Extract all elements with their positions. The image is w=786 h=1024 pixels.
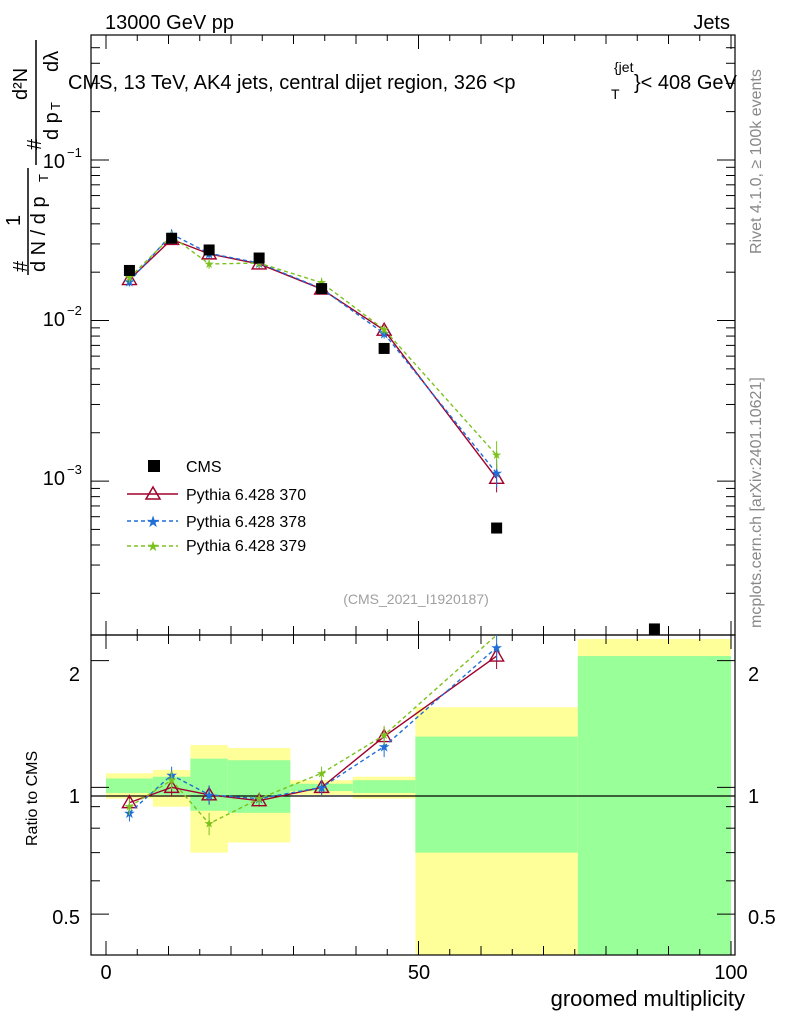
main-point-cms-6 xyxy=(491,522,503,534)
xtick-0: 0 xyxy=(100,962,111,984)
ratio-point-379-4: ★ xyxy=(316,766,327,780)
mcplots-label: mcplots.cern.ch [arXiv:2401.10621] xyxy=(748,377,765,628)
main-point-379-5: ★ xyxy=(379,322,390,336)
ytick-1e-3-exp: −3 xyxy=(67,462,82,477)
main-point-cms-1 xyxy=(166,232,178,244)
rtick-2-left: 2 xyxy=(69,664,80,686)
ratio-point-379-2: ★ xyxy=(204,817,215,831)
ratio-point-379-0: ★ xyxy=(124,800,135,814)
main-point-379-2: ★ xyxy=(204,257,215,271)
ratio-point-cms-overflow xyxy=(649,630,660,635)
ratio-point-379-3: ★ xyxy=(254,792,265,806)
ratio-series: ★★★ ★★★★★★★★★★ xyxy=(121,630,660,836)
title-sup: {jet xyxy=(614,59,634,75)
legend-p370-marker xyxy=(144,485,162,500)
legend: CMS Pythia 6.428 370 ★ Pythia 6.428 378 … xyxy=(127,459,306,555)
ylabel-one: 1 xyxy=(3,215,25,226)
band-stat-0 xyxy=(106,778,153,793)
xtick-labels: 0 50 100 xyxy=(100,962,747,984)
title-sub: T xyxy=(611,86,620,102)
ratio-point-370-1 xyxy=(163,778,180,794)
main-point-cms-7 xyxy=(648,623,660,635)
ratio-ylabel: Ratio to CMS xyxy=(24,751,41,846)
band-stat-5 xyxy=(352,780,416,793)
rtick-1-left: 1 xyxy=(69,786,80,808)
main-line-2 xyxy=(128,235,498,456)
ratio-point-378-6: ★ xyxy=(490,640,503,656)
main-line-1 xyxy=(128,233,498,474)
header-left: 13000 GeV pp xyxy=(105,12,234,34)
legend-p379-marker: ★ xyxy=(147,539,160,555)
plot-title: CMS, 13 TeV, AK4 jets, central dijet reg… xyxy=(68,59,738,102)
ratio-point-370-6 xyxy=(488,647,505,662)
legend-p379-label: Pythia 6.428 379 xyxy=(186,538,306,555)
main-series: ★★★★★★★★★★★★★★ xyxy=(121,227,660,635)
ratio-point-378-5: ★ xyxy=(378,740,391,756)
rtick-05-left: 0.5 xyxy=(52,907,80,929)
ylabel-hash1: # xyxy=(10,260,32,272)
ytick-1e-1-exp: −1 xyxy=(67,145,82,160)
main-point-cms-0 xyxy=(123,264,135,276)
ratio-point-378-4: ★ xyxy=(315,780,328,796)
ratio-point-378-2: ★ xyxy=(203,788,216,804)
rivet-label: Rivet 4.1.0, ≥ 100k events xyxy=(748,69,765,254)
ylabel-dpt-sub: T xyxy=(48,102,63,110)
ratio-bands xyxy=(106,639,731,955)
legend-cms-marker xyxy=(148,460,160,472)
x-axis-label: groomed multiplicity xyxy=(551,986,745,1011)
main-point-cms-4 xyxy=(316,283,328,295)
xtick-100: 100 xyxy=(714,962,747,984)
ylabel-dn: d N / d p xyxy=(28,196,50,272)
ytick-1e-3: 10 xyxy=(43,468,65,490)
ratio-point-379-1: ★ xyxy=(166,773,177,787)
ratio-point-379-5: ★ xyxy=(379,728,390,742)
ratio-ytick-labels: 2 1 0.5 2 1 0.5 xyxy=(52,664,776,929)
main-point-379-4: ★ xyxy=(316,276,327,290)
rtick-1-right: 1 xyxy=(748,786,759,808)
main-point-cms-5 xyxy=(378,342,390,354)
ylabel-dn-sub: T xyxy=(36,174,51,182)
legend-p370-label: Pythia 6.428 370 xyxy=(186,487,306,504)
main-point-378-6: ★ xyxy=(490,466,503,482)
ytick-1e-2-exp: −2 xyxy=(67,303,82,318)
ytick-1e-1: 10 xyxy=(43,151,65,173)
ylabel-dpt: d p xyxy=(41,112,63,140)
analysis-watermark: (CMS_2021_I1920187) xyxy=(343,591,489,607)
ylabel-hash2: # xyxy=(24,138,46,150)
main-point-379-6: ★ xyxy=(491,448,502,462)
rtick-05-right: 0.5 xyxy=(748,907,776,929)
legend-p378-label: Pythia 6.428 378 xyxy=(186,514,306,531)
main-ylabel: # 1 d N / d p T # d²N d p T dλ xyxy=(3,40,63,275)
band-stat-7 xyxy=(577,656,731,955)
title-main: CMS, 13 TeV, AK4 jets, central dijet reg… xyxy=(68,72,516,94)
main-point-cms-3 xyxy=(253,252,265,264)
rtick-2-right: 2 xyxy=(748,664,759,686)
band-stat-6 xyxy=(415,736,578,853)
axis-ticks xyxy=(91,35,735,955)
ratio-frame xyxy=(90,634,736,956)
legend-cms-label: CMS xyxy=(186,459,222,476)
ylabel-d2n: d²N xyxy=(10,68,32,100)
xtick-50: 50 xyxy=(408,962,430,984)
ylabel-dl: dλ xyxy=(41,51,63,72)
main-line-0 xyxy=(128,238,498,479)
ratio-point-370-3 xyxy=(250,792,268,807)
main-point-378-5: ★ xyxy=(378,327,391,343)
legend-p378-marker: ★ xyxy=(146,512,160,531)
header-right: Jets xyxy=(693,12,730,34)
main-ytick-labels: 10 −3 10 −2 10 −1 xyxy=(43,145,82,490)
ytick-1e-2: 10 xyxy=(43,309,65,331)
title-tail: }< 408 GeV xyxy=(634,72,738,94)
main-point-379-0: ★ xyxy=(124,271,135,285)
main-point-cms-2 xyxy=(203,244,215,256)
